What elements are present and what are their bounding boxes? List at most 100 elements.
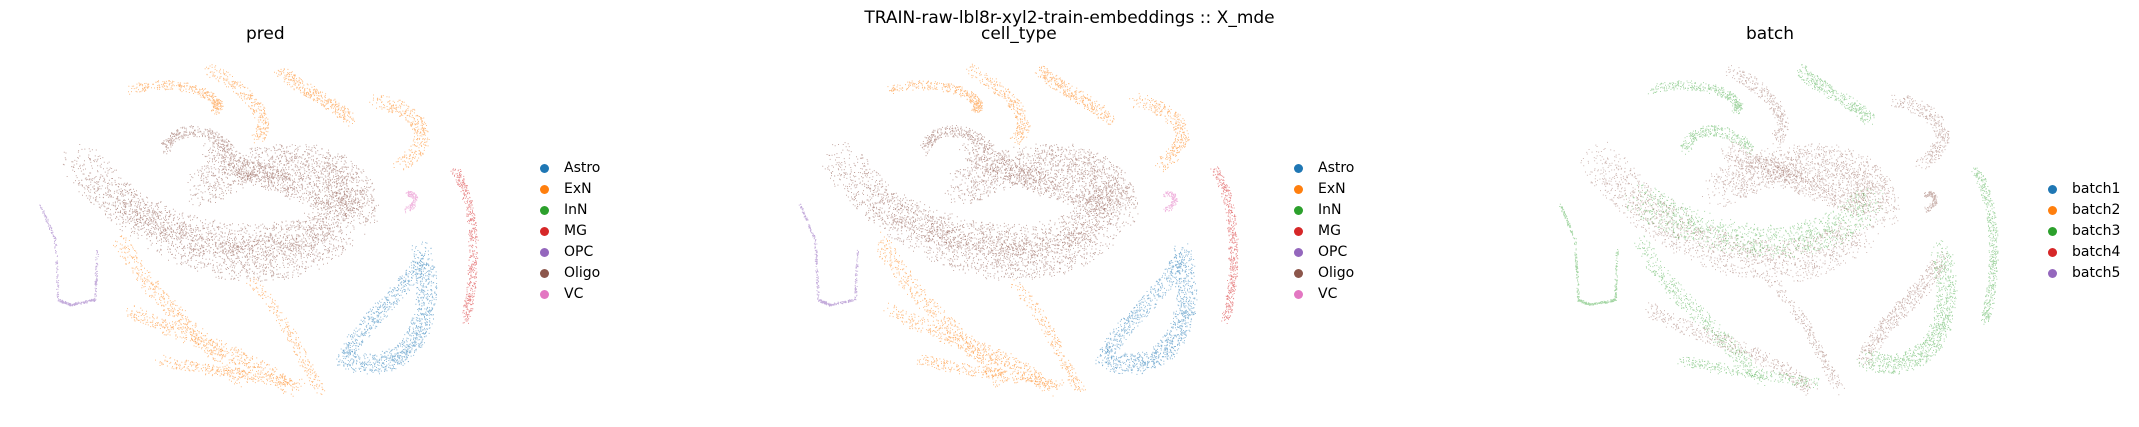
cluster-points [274,68,355,127]
cluster-points [1721,139,1869,216]
legend-marker [2048,206,2057,215]
cluster-points [1797,64,1875,125]
cluster-exn-10 [883,302,1057,397]
cluster-exn-9 [113,235,248,388]
legend-item-exn: ExN [1294,179,1354,200]
cluster-points [246,277,326,395]
legend: batch1 batch2 batch3 batch4 batch5 [2048,179,2120,284]
cluster-oligo-2 [1702,143,1900,229]
legend-item-batch3: batch3 [2048,221,2120,242]
legend-item-vc: VC [1294,284,1354,305]
cluster-points [1702,143,1900,229]
cluster-points [1580,141,1879,283]
embedding-plot [1559,64,1999,396]
legend-marker [2048,227,2057,236]
cluster-points [1856,240,1958,375]
cluster-points [204,64,270,144]
legend-marker [1294,269,1303,278]
cluster-points [798,203,859,307]
legend-label: OPC [1318,244,1348,260]
cluster-oligo-3 [1680,125,1754,155]
cluster-points [1924,190,1938,213]
legend-item-astro: Astro [540,158,600,179]
legend-label: Oligo [564,265,601,281]
legend-item-inn: InN [1294,200,1354,221]
legend-label: batch2 [2072,202,2121,218]
legend-item-batch1: batch1 [2048,179,2120,200]
legend-marker [1294,290,1303,299]
cluster-exn-7 [274,68,355,127]
legend-item-oligo: Oligo [1294,263,1354,284]
cluster-exn-12 [1767,280,1845,396]
cluster-points [1011,279,1086,392]
cluster-mg-15 [1210,166,1239,324]
cluster-points [1559,203,1619,306]
legend: Astro ExN InN MG OPC Oligo VC [540,158,600,305]
legend-label: InN [1318,202,1342,218]
legend-marker [1294,185,1303,194]
scatter-panel-cell-type: cell_type Astro ExN InN MG OPC Oligo VC [760,0,1473,427]
legend-item-vc: VC [540,284,600,305]
cluster-points [113,235,248,388]
legend: Astro ExN InN MG OPC Oligo VC [1294,158,1354,305]
scatter-panel-pred: pred Astro ExN InN MG OPC Oligo VC [0,0,713,427]
cluster-oligo-0 [822,142,1119,284]
cluster-points [1163,190,1179,213]
legend-label: batch5 [2072,265,2121,281]
figure-suptitle: TRAIN-raw-lbl8r-xyl2-train-embeddings ::… [864,8,1275,28]
cluster-points [966,63,1031,145]
legend-item-mg: MG [1294,221,1354,242]
cluster-points [920,125,995,157]
legend-item-batch4: batch4 [2048,242,2120,263]
cluster-opc-17 [39,204,99,307]
scatter-panel-batch: batch batch1 batch2 batch3 batch4 batch5 [1520,0,2139,427]
cluster-oligo-4 [1721,139,1869,216]
cluster-astro-14 [1858,251,1949,366]
legend-marker [1294,227,1303,236]
cluster-points [1971,167,1999,325]
legend-item-inn: InN [540,200,600,221]
legend-marker [2048,185,2057,194]
cluster-astro-13 [1095,243,1198,375]
cluster-mg-15 [1971,167,1999,325]
cluster-exn-5 [1647,80,1744,115]
legend-label: Astro [1318,160,1355,176]
cluster-exn-8 [369,94,430,171]
cluster-exn-12 [246,277,326,395]
legend-marker [1294,206,1303,215]
cluster-vc-16 [1163,190,1179,213]
legend-marker [1294,164,1303,173]
cluster-points [369,94,430,171]
cluster-astro-13 [1856,240,1958,375]
cluster-vc-16 [404,190,419,214]
legend-marker [1294,248,1303,257]
cluster-exn-10 [126,305,297,397]
legend-item-astro: Astro [1294,158,1354,179]
legend-label: MG [564,223,587,239]
cluster-points [336,254,428,367]
cluster-exn-7 [1797,64,1875,125]
panel-title: cell_type [981,24,1057,44]
legend-item-batch2: batch2 [2048,200,2120,221]
cluster-exn-5 [128,80,224,115]
cluster-oligo-4 [959,143,1110,216]
cluster-oligo-1 [107,183,365,260]
cluster-points [1034,65,1115,125]
embedding-plot [39,64,479,397]
cluster-exn-11 [1677,356,1820,388]
legend-marker [540,206,549,215]
cluster-points [155,354,306,391]
cluster-points [1098,252,1187,366]
cluster-exn-9 [1634,235,1766,386]
cluster-oligo-1 [1625,184,1884,259]
cluster-points [868,183,1127,259]
legend-marker [540,164,549,173]
cluster-points [39,204,99,307]
legend-label: ExN [1318,181,1346,197]
cluster-points [1647,80,1744,115]
cluster-points [916,355,1065,390]
cluster-oligo-2 [944,143,1139,233]
cluster-oligo-3 [920,125,995,157]
cluster-points [1645,302,1818,396]
legend-marker [540,269,549,278]
